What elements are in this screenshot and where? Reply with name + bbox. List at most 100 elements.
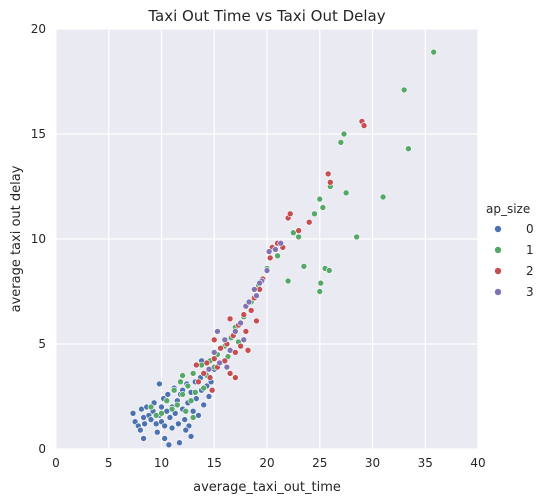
data-point [253,317,260,325]
data-point [295,227,302,234]
data-point [247,307,255,314]
data-point [206,374,214,381]
data-point [141,420,148,428]
data-point [253,292,260,300]
data-point [165,441,173,449]
data-point [170,386,178,394]
data-point [214,328,221,335]
data-point [353,233,360,241]
data-point [240,336,248,344]
data-point [191,388,199,396]
data-point [405,145,412,152]
data-point [342,189,350,197]
data-point [200,384,207,392]
x-tick-label: 5 [105,456,113,470]
data-point [161,422,168,430]
y-axis-label: average taxi out delay [9,165,24,312]
data-point [265,248,273,255]
legend-label-0: 0 [526,222,534,236]
data-point [240,311,248,318]
data-point [168,424,176,432]
y-tick-label: 20 [31,22,46,36]
data-point [166,414,174,421]
x-tick-label: 15 [207,456,222,470]
data-point [325,267,333,274]
data-point [200,370,207,377]
data-point [226,315,234,323]
data-point [203,359,211,367]
data-point [210,349,218,356]
data-point [210,355,218,363]
data-point [187,397,195,405]
data-point [223,363,231,371]
x-tick-label: 35 [418,456,433,470]
data-point [251,286,258,293]
data-point [216,359,223,367]
data-point [295,233,302,241]
chart-title: Taxi Out Time vs Taxi Out Delay [147,7,385,25]
legend-title: ap_size [486,202,530,216]
data-point [147,416,155,423]
data-point [316,195,324,203]
data-point [232,328,239,335]
data-point [189,407,197,415]
data-point [256,279,263,287]
data-point [266,254,274,262]
data-point [326,179,334,186]
data-point [182,426,190,434]
data-point [181,416,189,423]
data-point [337,139,345,146]
data-point [237,319,244,327]
y-tick-label: 0 [38,442,46,456]
data-point [237,342,244,350]
data-point [193,361,200,369]
legend-marker-3 [494,288,502,296]
data-point [179,372,186,379]
data-point [210,336,218,344]
data-point [153,428,161,436]
data-point [305,218,313,226]
data-points [129,48,437,449]
legend: ap_size 0 1 2 3 [486,202,534,299]
data-point [140,435,147,442]
data-point [284,277,292,285]
data-point [195,378,202,386]
data-point [176,439,183,447]
x-tick-label: 40 [470,456,485,470]
data-point [158,409,165,417]
data-point [208,386,216,394]
data-point [232,374,239,381]
x-axis-label: average_taxi_out_time [193,480,341,495]
data-point [163,397,171,405]
data-point [217,344,224,352]
data-point [263,267,271,274]
x-tick-label: 10 [154,456,169,470]
data-point [221,336,229,344]
data-point [340,130,348,138]
data-point [158,403,165,411]
legend-marker-0 [494,225,502,233]
data-point [245,298,253,306]
data-point [277,239,285,247]
data-point [175,420,182,428]
legend-label-1: 1 [526,243,534,257]
data-point [360,122,368,129]
legend-label-2: 2 [526,264,534,278]
x-tick-label: 0 [52,456,60,470]
data-point [430,48,437,56]
data-point [286,210,294,218]
data-point [189,414,197,421]
data-point [200,401,207,409]
x-tick-label: 20 [259,456,274,470]
legend-marker-1 [494,246,502,254]
y-tick-label: 10 [31,232,46,246]
data-point [242,328,250,335]
data-point [179,391,186,398]
data-point [129,409,137,417]
data-point [156,380,163,388]
data-point [226,370,234,377]
data-point [317,279,325,287]
data-point [205,393,213,400]
